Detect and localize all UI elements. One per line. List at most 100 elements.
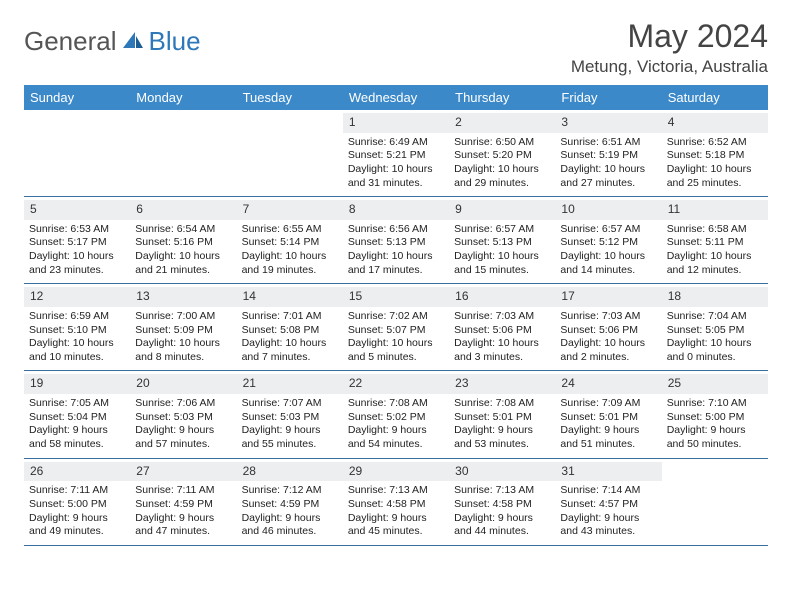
sunrise-text: Sunrise: 7:04 AM bbox=[667, 310, 763, 324]
sunset-text: Sunset: 5:04 PM bbox=[29, 411, 125, 425]
day-cell: 31Sunrise: 7:14 AMSunset: 4:57 PMDayligh… bbox=[555, 459, 661, 545]
day-cell: 28Sunrise: 7:12 AMSunset: 4:59 PMDayligh… bbox=[237, 459, 343, 545]
sunset-text: Sunset: 5:19 PM bbox=[560, 149, 656, 163]
day-number: 28 bbox=[237, 462, 343, 482]
daylight-text: and 7 minutes. bbox=[242, 351, 338, 365]
sunset-text: Sunset: 5:00 PM bbox=[667, 411, 763, 425]
brand-logo: General Blue bbox=[24, 18, 201, 57]
header: General Blue May 2024 Metung, Victoria, … bbox=[24, 18, 768, 77]
sunrise-text: Sunrise: 6:53 AM bbox=[29, 223, 125, 237]
daylight-text: Daylight: 10 hours bbox=[242, 337, 338, 351]
day-number: 27 bbox=[130, 462, 236, 482]
sunrise-text: Sunrise: 6:54 AM bbox=[135, 223, 231, 237]
sunset-text: Sunset: 5:06 PM bbox=[454, 324, 550, 338]
sunset-text: Sunset: 5:06 PM bbox=[560, 324, 656, 338]
sunrise-text: Sunrise: 6:56 AM bbox=[348, 223, 444, 237]
day-number: 21 bbox=[237, 374, 343, 394]
day-header: Sunday bbox=[24, 85, 130, 110]
sunset-text: Sunset: 4:59 PM bbox=[242, 498, 338, 512]
sunrise-text: Sunrise: 6:58 AM bbox=[667, 223, 763, 237]
day-number: 8 bbox=[343, 200, 449, 220]
sunset-text: Sunset: 5:02 PM bbox=[348, 411, 444, 425]
day-cell: 14Sunrise: 7:01 AMSunset: 5:08 PMDayligh… bbox=[237, 284, 343, 370]
daylight-text: Daylight: 10 hours bbox=[667, 163, 763, 177]
daylight-text: Daylight: 10 hours bbox=[242, 250, 338, 264]
week-row: 1Sunrise: 6:49 AMSunset: 5:21 PMDaylight… bbox=[24, 110, 768, 197]
sunrise-text: Sunrise: 7:14 AM bbox=[560, 484, 656, 498]
day-number: 25 bbox=[662, 374, 768, 394]
daylight-text: and 55 minutes. bbox=[242, 438, 338, 452]
daylight-text: and 19 minutes. bbox=[242, 264, 338, 278]
daylight-text: Daylight: 9 hours bbox=[242, 512, 338, 526]
sunset-text: Sunset: 4:58 PM bbox=[348, 498, 444, 512]
title-block: May 2024 Metung, Victoria, Australia bbox=[571, 18, 768, 77]
sunset-text: Sunset: 4:57 PM bbox=[560, 498, 656, 512]
sunrise-text: Sunrise: 6:51 AM bbox=[560, 136, 656, 150]
brand-part2: Blue bbox=[149, 26, 201, 57]
sunset-text: Sunset: 5:13 PM bbox=[454, 236, 550, 250]
daylight-text: and 43 minutes. bbox=[560, 525, 656, 539]
daylight-text: Daylight: 9 hours bbox=[560, 512, 656, 526]
weeks-container: 1Sunrise: 6:49 AMSunset: 5:21 PMDaylight… bbox=[24, 110, 768, 546]
daylight-text: and 50 minutes. bbox=[667, 438, 763, 452]
sunset-text: Sunset: 4:58 PM bbox=[454, 498, 550, 512]
daylight-text: Daylight: 10 hours bbox=[29, 337, 125, 351]
day-cell: 8Sunrise: 6:56 AMSunset: 5:13 PMDaylight… bbox=[343, 197, 449, 283]
day-cell: 4Sunrise: 6:52 AMSunset: 5:18 PMDaylight… bbox=[662, 110, 768, 196]
sail-icon bbox=[121, 26, 145, 57]
day-cell: 29Sunrise: 7:13 AMSunset: 4:58 PMDayligh… bbox=[343, 459, 449, 545]
daylight-text: Daylight: 9 hours bbox=[454, 424, 550, 438]
daylight-text: Daylight: 10 hours bbox=[135, 250, 231, 264]
brand-part1: General bbox=[24, 26, 117, 57]
day-cell: 19Sunrise: 7:05 AMSunset: 5:04 PMDayligh… bbox=[24, 371, 130, 457]
day-number: 19 bbox=[24, 374, 130, 394]
day-cell: 11Sunrise: 6:58 AMSunset: 5:11 PMDayligh… bbox=[662, 197, 768, 283]
sunrise-text: Sunrise: 7:10 AM bbox=[667, 397, 763, 411]
sunset-text: Sunset: 5:01 PM bbox=[560, 411, 656, 425]
sunrise-text: Sunrise: 7:02 AM bbox=[348, 310, 444, 324]
day-cell: 6Sunrise: 6:54 AMSunset: 5:16 PMDaylight… bbox=[130, 197, 236, 283]
daylight-text: Daylight: 10 hours bbox=[454, 250, 550, 264]
day-cell: 27Sunrise: 7:11 AMSunset: 4:59 PMDayligh… bbox=[130, 459, 236, 545]
day-cell bbox=[130, 110, 236, 196]
daylight-text: Daylight: 10 hours bbox=[454, 337, 550, 351]
sunrise-text: Sunrise: 7:08 AM bbox=[348, 397, 444, 411]
day-cell bbox=[24, 110, 130, 196]
daylight-text: and 17 minutes. bbox=[348, 264, 444, 278]
day-cell: 3Sunrise: 6:51 AMSunset: 5:19 PMDaylight… bbox=[555, 110, 661, 196]
day-number: 18 bbox=[662, 287, 768, 307]
sunrise-text: Sunrise: 7:13 AM bbox=[348, 484, 444, 498]
day-number: 17 bbox=[555, 287, 661, 307]
daylight-text: and 27 minutes. bbox=[560, 177, 656, 191]
day-cell bbox=[662, 459, 768, 545]
calendar: Sunday Monday Tuesday Wednesday Thursday… bbox=[24, 85, 768, 546]
sunrise-text: Sunrise: 7:13 AM bbox=[454, 484, 550, 498]
daylight-text: Daylight: 9 hours bbox=[348, 424, 444, 438]
daylight-text: and 3 minutes. bbox=[454, 351, 550, 365]
sunset-text: Sunset: 5:11 PM bbox=[667, 236, 763, 250]
sunset-text: Sunset: 5:20 PM bbox=[454, 149, 550, 163]
day-number: 16 bbox=[449, 287, 555, 307]
day-cell: 24Sunrise: 7:09 AMSunset: 5:01 PMDayligh… bbox=[555, 371, 661, 457]
day-number: 5 bbox=[24, 200, 130, 220]
day-cell: 12Sunrise: 6:59 AMSunset: 5:10 PMDayligh… bbox=[24, 284, 130, 370]
daylight-text: and 14 minutes. bbox=[560, 264, 656, 278]
sunset-text: Sunset: 5:10 PM bbox=[29, 324, 125, 338]
week-row: 12Sunrise: 6:59 AMSunset: 5:10 PMDayligh… bbox=[24, 284, 768, 371]
day-number: 14 bbox=[237, 287, 343, 307]
sunset-text: Sunset: 5:17 PM bbox=[29, 236, 125, 250]
daylight-text: and 58 minutes. bbox=[29, 438, 125, 452]
daylight-text: and 21 minutes. bbox=[135, 264, 231, 278]
day-header: Wednesday bbox=[343, 85, 449, 110]
daylight-text: Daylight: 9 hours bbox=[242, 424, 338, 438]
daylight-text: Daylight: 10 hours bbox=[348, 250, 444, 264]
daylight-text: Daylight: 10 hours bbox=[29, 250, 125, 264]
daylight-text: and 0 minutes. bbox=[667, 351, 763, 365]
daylight-text: Daylight: 10 hours bbox=[348, 163, 444, 177]
sunset-text: Sunset: 5:05 PM bbox=[667, 324, 763, 338]
day-cell: 30Sunrise: 7:13 AMSunset: 4:58 PMDayligh… bbox=[449, 459, 555, 545]
day-number: 2 bbox=[449, 113, 555, 133]
day-cell: 5 Sunrise: 6:53 AMSunset: 5:17 PMDaylight… bbox=[24, 197, 130, 283]
sunset-text: Sunset: 5:09 PM bbox=[135, 324, 231, 338]
day-number: 13 bbox=[130, 287, 236, 307]
